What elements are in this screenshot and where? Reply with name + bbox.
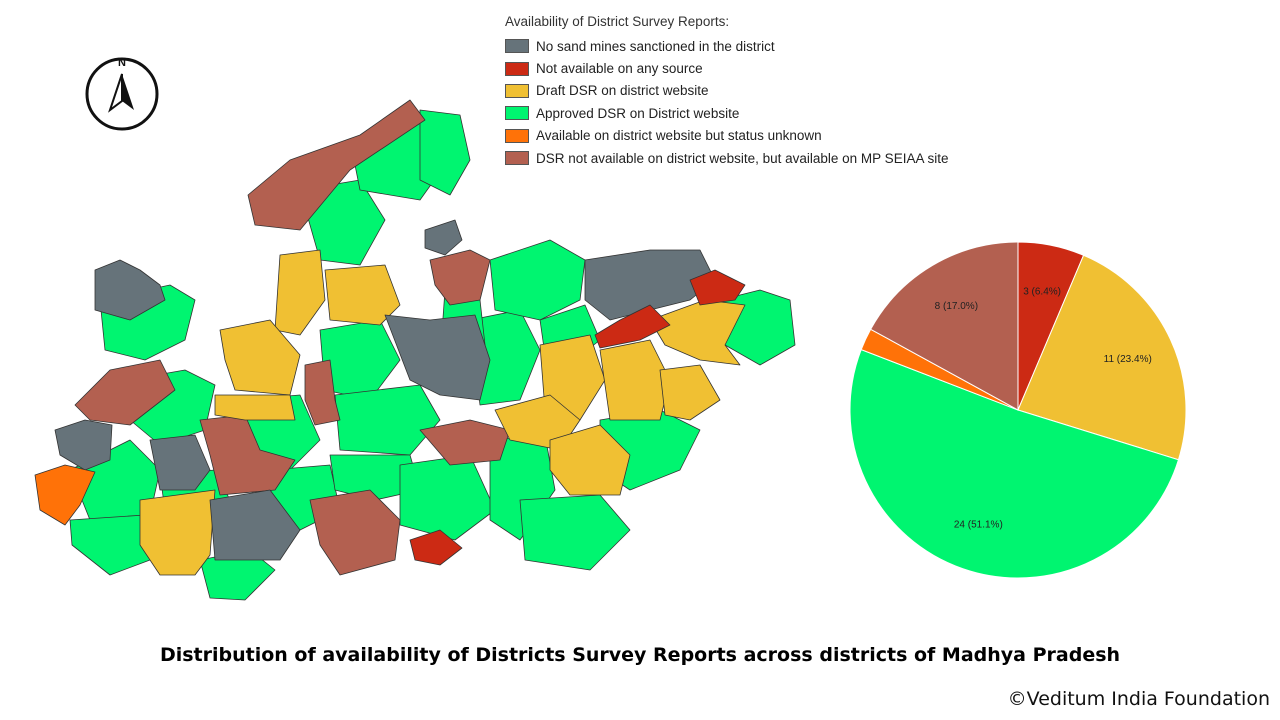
district-region xyxy=(419,419,511,466)
legend-item-seiaa-site: DSR not available on district website, b… xyxy=(505,147,948,169)
madhya-pradesh-district-map xyxy=(34,99,796,601)
district-region xyxy=(274,249,326,336)
legend-label: DSR not available on district website, b… xyxy=(536,150,949,166)
district-region xyxy=(419,109,471,196)
legend-swatch xyxy=(505,151,529,166)
district-region xyxy=(324,264,401,326)
district-region xyxy=(139,489,216,576)
legend-label: Not available on any source xyxy=(536,61,703,77)
district-region xyxy=(247,99,426,231)
district-region xyxy=(209,489,301,561)
pie-slice-4 xyxy=(869,241,1019,411)
district-region xyxy=(54,419,113,471)
district-region xyxy=(94,259,166,321)
legend-swatch xyxy=(505,106,529,121)
legend-swatch xyxy=(505,61,529,76)
legend-label: Draft DSR on district website xyxy=(536,83,709,99)
compass-ring xyxy=(85,57,159,131)
pie-slice-label-0: 3 (6.4%) xyxy=(1023,286,1061,297)
district-region xyxy=(69,514,151,576)
north-compass-icon: N xyxy=(85,57,159,131)
legend-swatch xyxy=(505,128,529,143)
compass-needle-right xyxy=(122,74,134,110)
pie-slice-label-4: 8 (17.0%) xyxy=(935,301,978,312)
district-region xyxy=(334,384,441,456)
district-region xyxy=(34,464,96,526)
legend-item-status-unknown: Available on district website but status… xyxy=(505,125,948,147)
legend-swatch xyxy=(505,39,529,54)
legend-label: Available on district website but status… xyxy=(536,128,822,144)
district-region xyxy=(384,314,491,401)
legend-title: Availability of District Survey Reports: xyxy=(505,14,730,29)
legend-swatch xyxy=(505,83,529,98)
district-region xyxy=(549,424,631,496)
district-region xyxy=(659,364,721,421)
district-region xyxy=(409,529,463,566)
district-region xyxy=(214,394,296,421)
chart-title: Distribution of availability of District… xyxy=(159,644,1121,666)
district-region xyxy=(74,359,176,426)
legend-label: Approved DSR on District website xyxy=(536,105,740,121)
legend-item-not-available: Not available on any source xyxy=(505,57,948,79)
pie-slice-2 xyxy=(849,348,1180,579)
district-region xyxy=(519,494,631,571)
copyright-credit: ©Veditum India Foundation xyxy=(1007,688,1270,710)
district-region xyxy=(424,219,463,256)
district-region xyxy=(149,434,211,491)
district-region xyxy=(199,414,296,496)
district-region xyxy=(304,359,341,426)
district-region xyxy=(329,454,421,501)
legend-label: No sand mines sanctioned in the district xyxy=(536,38,775,54)
pie-slice-label-2: 24 (51.1%) xyxy=(954,519,1003,530)
pie-slice-label-1: 11 (23.4%) xyxy=(1104,354,1152,365)
district-region xyxy=(649,299,746,366)
pie-slices xyxy=(849,241,1187,579)
district-region xyxy=(399,454,496,541)
legend-item-no-sand-mines: No sand mines sanctioned in the district xyxy=(505,35,948,57)
pie-labels: 3 (6.4%) 11 (23.4%) 24 (51.1%) 8 (17.0%) xyxy=(935,286,1152,530)
map-legend: Availability of District Survey Reports:… xyxy=(505,14,948,169)
district-region xyxy=(594,304,671,349)
pie-slice-1 xyxy=(1017,254,1187,461)
legend-item-draft-dsr: Draft DSR on district website xyxy=(505,80,948,102)
district-region xyxy=(689,269,746,306)
district-region xyxy=(489,239,586,321)
compass-north-label: N xyxy=(118,57,126,69)
legend-item-approved-dsr: Approved DSR on District website xyxy=(505,102,948,124)
district-region xyxy=(599,339,671,421)
dsr-distribution-pie-chart: 3 (6.4%) 11 (23.4%) 24 (51.1%) 8 (17.0%) xyxy=(849,241,1187,579)
district-region xyxy=(584,249,716,321)
district-region xyxy=(309,489,401,576)
district-region xyxy=(429,249,491,306)
